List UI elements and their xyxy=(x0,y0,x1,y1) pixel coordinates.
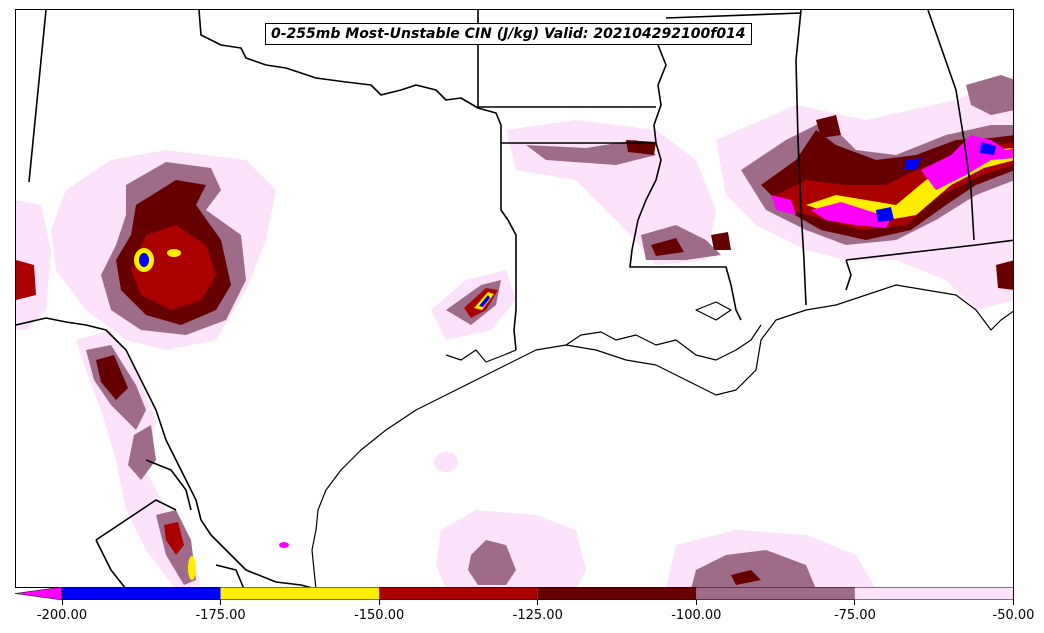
colorbar-tick-mark xyxy=(1013,600,1014,605)
state-line xyxy=(198,10,502,150)
cin-region-blue xyxy=(904,158,921,170)
cin-region-yellow xyxy=(167,249,181,257)
cin-region-darkred xyxy=(96,355,128,400)
state-line xyxy=(500,150,517,351)
state-line xyxy=(927,10,975,241)
cin-region-darkred xyxy=(16,260,36,300)
cin-region-darkred xyxy=(711,232,731,250)
colorbar-bins xyxy=(62,587,1014,600)
colorbar-tick-label: -200.00 xyxy=(36,608,88,623)
cin-region-blue xyxy=(980,142,996,155)
state-line xyxy=(95,499,177,541)
cin-region-magenta xyxy=(279,542,289,548)
cin-region-yellow xyxy=(188,556,196,580)
cin-region-darkred xyxy=(996,260,1013,290)
cin-region-magenta xyxy=(771,195,796,215)
state-boundaries xyxy=(16,10,1013,587)
colorbar-tick-label: -125.00 xyxy=(512,608,563,623)
state-line xyxy=(16,317,312,587)
colorbar-bin xyxy=(854,587,1014,600)
colorbar-tick-label: -175.00 xyxy=(195,608,246,623)
cin-region-mauve xyxy=(128,425,156,480)
colorbar-bin xyxy=(537,587,697,600)
colorbar-tick-label: -100.00 xyxy=(671,608,722,623)
colorbar-tick-label: -50.00 xyxy=(992,608,1035,623)
state-line xyxy=(665,12,802,19)
map-title: 0-255mb Most-Unstable CIN (J/kg) Valid: … xyxy=(265,23,752,45)
colorbar-bin xyxy=(62,587,221,600)
colorbar-tick-label: -75.00 xyxy=(833,608,876,623)
state-line xyxy=(653,44,667,144)
cin-region-darkred xyxy=(816,115,841,138)
map-canvas xyxy=(16,10,1013,587)
colorbar-tick-label: -150.00 xyxy=(354,608,405,623)
map-panel: 0-255mb Most-Unstable CIN (J/kg) Valid: … xyxy=(15,9,1014,588)
coast-line xyxy=(445,349,517,363)
cin-region-blue xyxy=(876,207,894,222)
colorbar-tick-mark xyxy=(61,600,63,605)
state-line xyxy=(795,10,807,306)
cin-region-blue xyxy=(139,253,149,267)
cin-region-darkred xyxy=(651,238,684,256)
colorbar-bin xyxy=(696,587,855,600)
cin-region-darkred xyxy=(731,570,761,585)
cin-region-red xyxy=(164,522,184,555)
colorbar-outline xyxy=(61,587,1014,600)
state-line xyxy=(28,10,47,183)
cin-region-mauve xyxy=(526,140,656,165)
cin-region-red xyxy=(131,225,216,310)
colorbar-tick-mark xyxy=(537,600,539,605)
colorbar xyxy=(15,587,1014,600)
cin-region-magenta xyxy=(811,202,891,228)
coastline xyxy=(311,284,1013,587)
state-line xyxy=(215,564,245,587)
coast-line xyxy=(695,301,732,321)
cin-region-mauve xyxy=(966,75,1013,115)
coast-line xyxy=(311,284,1013,587)
state-line xyxy=(145,459,192,511)
coast-line xyxy=(565,324,762,361)
colorbar-extend-triangle xyxy=(15,587,63,600)
colorbar-bin xyxy=(379,587,538,600)
state-line xyxy=(845,259,852,291)
colorbar-tick-mark xyxy=(695,600,697,605)
cin-region-blue xyxy=(479,295,490,307)
state-line xyxy=(845,239,1013,261)
cin-region-light xyxy=(434,452,458,472)
cin-region-mauve xyxy=(691,550,816,587)
cin-region-mauve xyxy=(468,540,516,585)
colorbar-tick-mark xyxy=(854,600,856,605)
colorbar-tick-mark xyxy=(220,600,222,605)
state-line xyxy=(95,539,126,587)
colorbar-bin xyxy=(220,587,380,600)
state-line xyxy=(629,142,742,321)
colorbar-tick-mark xyxy=(378,600,380,605)
cin-field xyxy=(16,75,1013,587)
